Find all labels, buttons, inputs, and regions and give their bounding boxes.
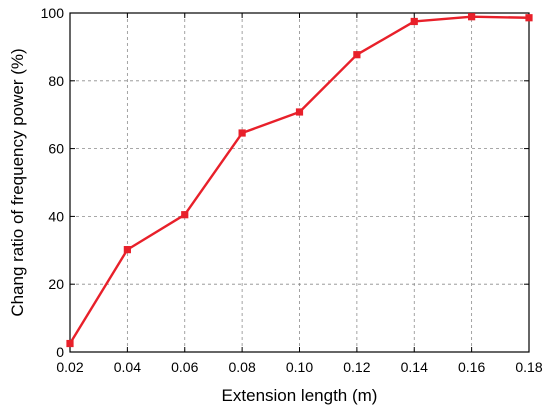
y-axis-title: Chang ratio of frequency power (%) — [8, 48, 27, 316]
x-tick-label: 0.02 — [56, 359, 83, 375]
y-tick-label: 100 — [41, 5, 65, 21]
data-point — [181, 211, 189, 219]
data-point — [353, 51, 361, 59]
data-point — [238, 129, 246, 137]
x-tick-label: 0.18 — [515, 359, 542, 375]
data-point — [295, 108, 304, 116]
x-tick-label: 0.10 — [286, 359, 313, 375]
axis-ticks — [69, 12, 530, 353]
x-tick-label: 0.12 — [343, 359, 370, 375]
data-point — [468, 13, 476, 21]
data-point — [410, 17, 418, 26]
x-tick-label: 0.14 — [401, 359, 428, 375]
x-tick-label: 0.06 — [171, 359, 198, 375]
x-tick-label: 0.04 — [114, 359, 141, 375]
y-tick-label: 80 — [48, 73, 64, 89]
x-tick-labels: 0.02 0.04 0.06 0.08 0.10 0.12 0.14 0.16 0.18 — [56, 359, 542, 375]
series-line — [68, 15, 530, 345]
data-point — [123, 246, 131, 254]
series-group — [66, 13, 533, 348]
y-tick-label: 20 — [48, 276, 64, 292]
y-tick-label: 60 — [48, 141, 64, 157]
data-point — [66, 339, 74, 348]
y-tick-labels: 0 20 40 60 80 100 — [41, 5, 65, 360]
data-point — [525, 14, 533, 22]
y-tick-label: 0 — [56, 344, 64, 360]
x-axis-title: Extension length (m) — [222, 386, 378, 405]
y-tick-label: 40 — [48, 208, 64, 224]
x-tick-label: 0.16 — [458, 359, 485, 375]
x-tick-label: 0.08 — [229, 359, 256, 375]
grid — [70, 13, 529, 352]
